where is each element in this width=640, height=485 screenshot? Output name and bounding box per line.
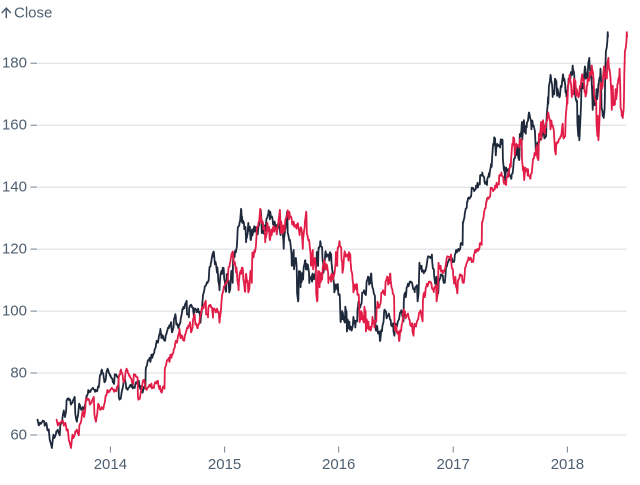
svg-text:120: 120 bbox=[2, 241, 27, 258]
svg-text:2017: 2017 bbox=[437, 456, 470, 473]
svg-text:2016: 2016 bbox=[322, 456, 355, 473]
svg-text:2015: 2015 bbox=[208, 456, 241, 473]
svg-text:160: 160 bbox=[2, 117, 27, 134]
svg-text:80: 80 bbox=[10, 365, 27, 382]
svg-text:Close: Close bbox=[14, 5, 52, 22]
svg-text:180: 180 bbox=[2, 55, 27, 72]
svg-text:2018: 2018 bbox=[551, 456, 584, 473]
svg-text:140: 140 bbox=[2, 179, 27, 196]
svg-text:100: 100 bbox=[2, 303, 27, 320]
svg-text:60: 60 bbox=[10, 427, 27, 444]
svg-text:2014: 2014 bbox=[94, 456, 127, 473]
